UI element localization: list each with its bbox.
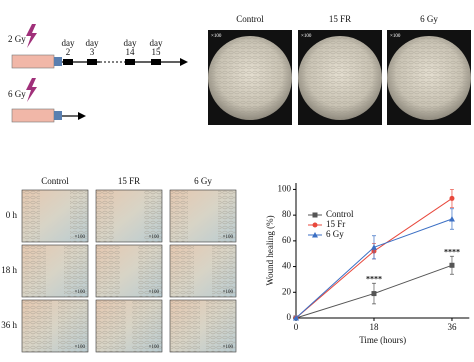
significance: ****	[444, 247, 460, 256]
magnification: ×100	[223, 290, 234, 295]
timepoint	[151, 59, 161, 65]
wound-cells	[170, 300, 200, 352]
magnification: ×100	[149, 290, 160, 295]
column-label: Control	[41, 176, 69, 186]
marker	[371, 291, 377, 297]
significance: ****	[366, 274, 382, 283]
wound-cells	[170, 190, 188, 242]
y-tick-label: 20	[282, 286, 292, 296]
marker	[370, 244, 377, 250]
magnification: ×100	[223, 345, 234, 350]
wound-cells	[206, 300, 236, 352]
timepoint	[63, 59, 73, 65]
y-axis-label: Wound healing (%)	[265, 215, 275, 285]
day-label: day	[86, 38, 99, 48]
marker	[448, 216, 455, 222]
wound-cells	[22, 300, 52, 352]
y-tick-label: 0	[287, 312, 292, 322]
magnification: ×100	[149, 345, 160, 350]
column-label: 15 FR	[118, 176, 140, 186]
wound-cells	[144, 190, 162, 242]
y-tick-label: 60	[282, 235, 292, 245]
magnification: ×100	[390, 34, 401, 39]
column-label: Control	[236, 14, 264, 24]
marker	[312, 222, 318, 228]
marker	[449, 195, 455, 201]
timepoint	[125, 59, 135, 65]
day-number: 14	[126, 47, 136, 57]
legend-label: 6 Gy	[326, 229, 344, 239]
magnification: ×100	[301, 34, 312, 39]
y-tick-label: 40	[282, 261, 292, 271]
marker	[449, 262, 455, 268]
arrow-head	[180, 58, 188, 66]
column-label: 15 FR	[329, 14, 351, 24]
legend-label: 15 Fr	[326, 219, 345, 229]
wound-cells	[96, 245, 120, 297]
micrograph-texture	[299, 37, 381, 119]
flask	[11, 54, 55, 69]
wound-cells	[22, 190, 40, 242]
wound-cells	[22, 245, 46, 297]
x-axis-label: Time (hours)	[359, 335, 406, 345]
row-label: 0 h	[6, 210, 18, 220]
wound-cells	[96, 190, 114, 242]
row-label: 36 h	[1, 320, 17, 330]
marker	[312, 232, 318, 238]
day-number: 3	[90, 47, 95, 57]
flask-cap	[54, 57, 62, 66]
day-number: 2	[66, 47, 71, 57]
micrograph-texture	[388, 37, 470, 119]
y-tick-label: 100	[278, 183, 292, 193]
marker	[293, 315, 299, 321]
x-tick-label: 18	[369, 322, 379, 332]
wound-cells	[138, 245, 162, 297]
marker	[312, 212, 318, 218]
magnification: ×100	[149, 235, 160, 240]
flask	[11, 108, 55, 123]
magnification: ×100	[223, 235, 234, 240]
micrograph-texture	[209, 37, 291, 119]
x-tick-label: 36	[447, 322, 457, 332]
dose-label: 6 Gy	[8, 89, 26, 99]
column-label: 6 Gy	[194, 176, 212, 186]
wound-cells	[132, 300, 162, 352]
timepoint	[87, 59, 97, 65]
magnification: ×100	[75, 345, 86, 350]
row-label: 18 h	[1, 265, 17, 275]
day-number: 15	[152, 47, 162, 57]
day-label: day	[62, 38, 75, 48]
radiation-icon	[26, 24, 37, 48]
radiation-icon	[26, 78, 37, 102]
arrow-head	[78, 112, 86, 120]
column-label: 6 Gy	[420, 14, 438, 24]
day-label: day	[150, 38, 163, 48]
schematic: 2 Gy 6 Gy	[8, 24, 188, 123]
x-tick-label: 0	[294, 322, 299, 332]
magnification: ×100	[75, 235, 86, 240]
wound-cells	[218, 190, 236, 242]
dose-label: 2 Gy	[8, 34, 26, 44]
wound-cells	[70, 190, 88, 242]
y-tick-label: 80	[282, 209, 292, 219]
wound-cells	[96, 300, 126, 352]
wound-cells	[58, 300, 88, 352]
wound-cells	[170, 245, 194, 297]
magnification: ×100	[75, 290, 86, 295]
day-label: day	[124, 38, 137, 48]
magnification: ×100	[211, 34, 222, 39]
wound-cells	[64, 245, 88, 297]
flask-cap	[54, 111, 62, 120]
wound-cells	[212, 245, 236, 297]
legend-label: Control	[326, 209, 354, 219]
